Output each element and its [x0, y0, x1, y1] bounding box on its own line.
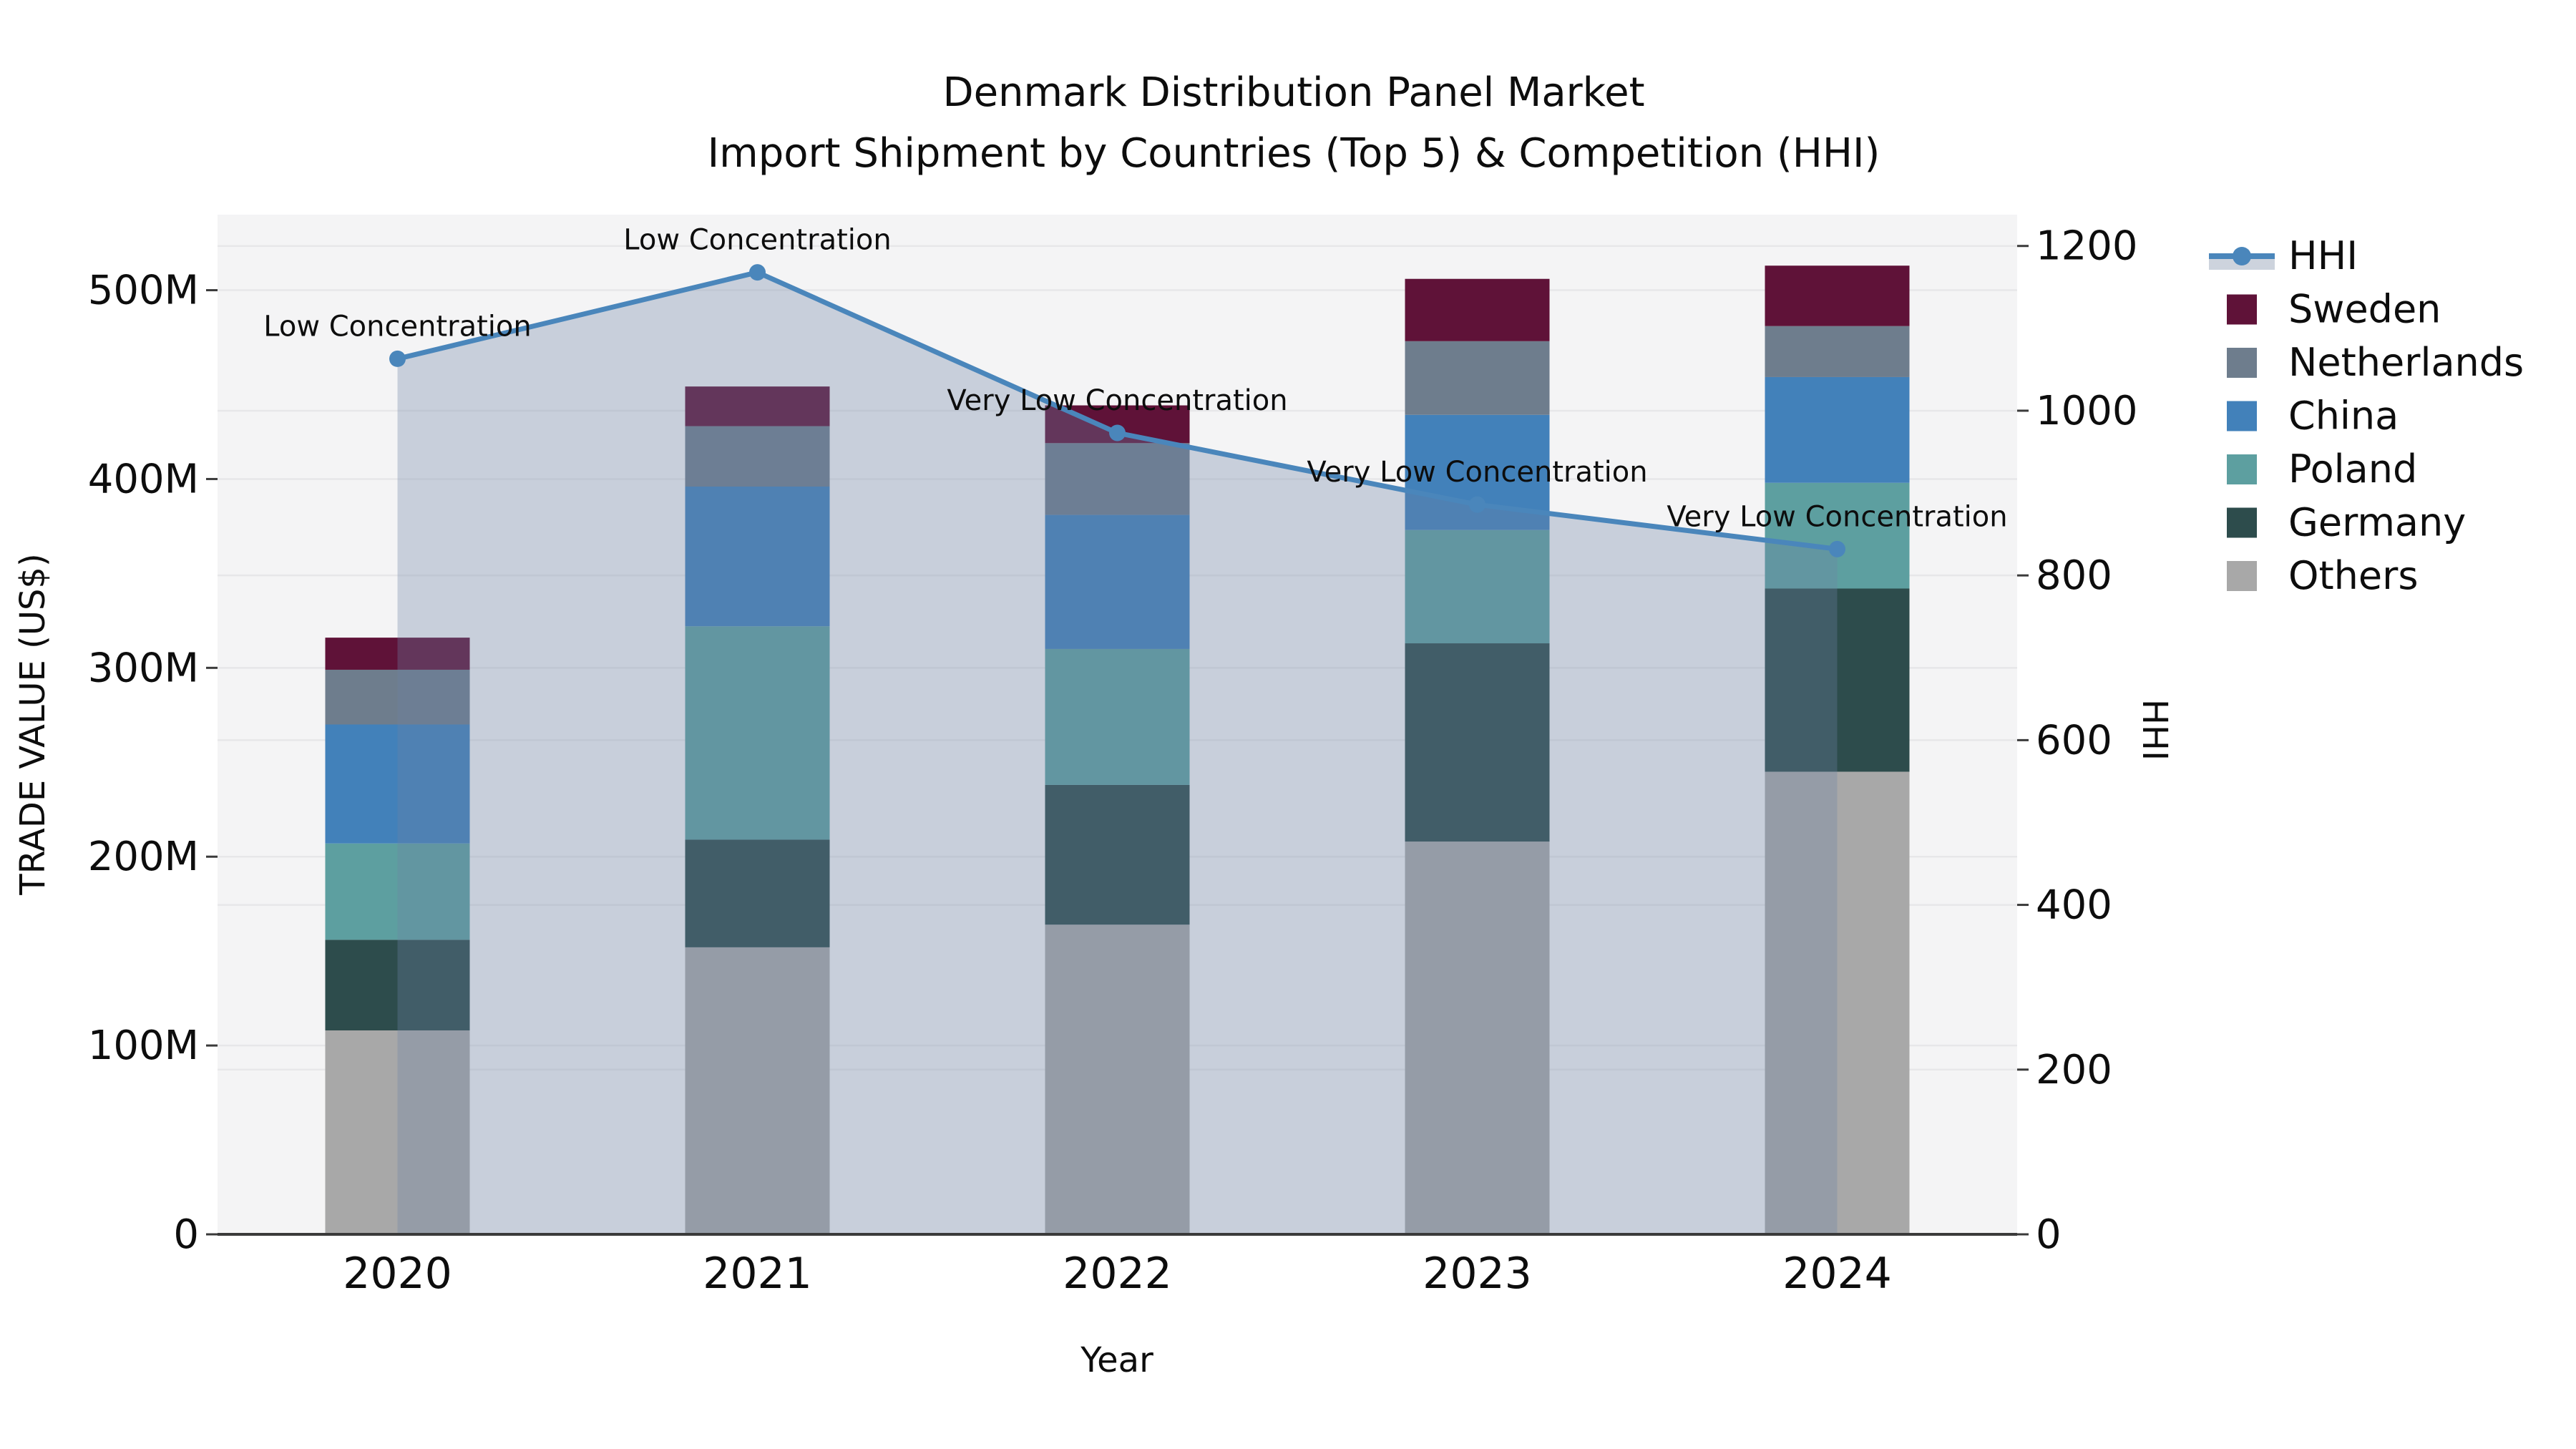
- bar-segment-germany-2020: [325, 940, 470, 1030]
- legend-label-hhi: HHI: [2288, 233, 2358, 278]
- legend-item-germany: Germany: [2227, 500, 2466, 545]
- legend-item-china: China: [2227, 394, 2399, 439]
- bar-segment-sweden-2021: [685, 386, 830, 426]
- legend-item-sweden: Sweden: [2227, 287, 2441, 332]
- bar-segment-netherlands-2024: [1765, 326, 1910, 377]
- legend-label-others: Others: [2288, 553, 2418, 598]
- bar-segment-sweden-2020: [325, 638, 470, 670]
- legend-swatch-poland: [2227, 454, 2257, 484]
- left-tick-label: 0: [173, 1211, 199, 1258]
- legend-layer: HHI Sweden Netherlands China Poland Germany Ot…: [2209, 233, 2524, 598]
- bar-segment-germany-2023: [1405, 643, 1550, 842]
- bar-segment-sweden-2024: [1765, 265, 1910, 326]
- x-tick-label-2022: 2022: [1063, 1249, 1172, 1299]
- bar-segment-others-2021: [685, 947, 830, 1234]
- legend-hhi-marker-swatch: [2233, 247, 2251, 265]
- left-tick-label: 300M: [88, 645, 199, 691]
- right-tick-label: 400: [2036, 882, 2112, 929]
- bar-segment-poland-2024: [1765, 482, 1910, 589]
- legend-label-germany: Germany: [2288, 500, 2466, 545]
- left-tick-label: 100M: [88, 1023, 199, 1069]
- bar-segment-germany-2024: [1765, 588, 1910, 772]
- bar-segment-china-2024: [1765, 376, 1910, 483]
- hhi-marker-2023: [1469, 496, 1485, 513]
- legend-item-hhi: HHI: [2209, 233, 2358, 278]
- legend-item-others: Others: [2227, 553, 2418, 598]
- hhi-annotation-2022: Very Low Concentration: [947, 384, 1287, 417]
- right-axis-title: HHI: [2135, 699, 2175, 761]
- bar-segment-sweden-2023: [1405, 278, 1550, 341]
- hhi-annotation-2024: Very Low Concentration: [1667, 500, 2007, 533]
- bar-segment-others-2023: [1405, 841, 1550, 1234]
- bar-segment-poland-2022: [1045, 648, 1190, 785]
- x-tick-label-2023: 2023: [1423, 1249, 1532, 1299]
- hhi-annotation-2020: Low Concentration: [263, 310, 531, 343]
- legend-swatch-netherlands: [2227, 348, 2257, 378]
- right-tick-label: 1000: [2036, 388, 2138, 434]
- bar-segment-others-2024: [1765, 771, 1910, 1234]
- bar-segment-poland-2021: [685, 626, 830, 840]
- right-tick-label: 800: [2036, 552, 2112, 599]
- hhi-annotation-2023: Very Low Concentration: [1307, 456, 1647, 489]
- legend-swatch-germany: [2227, 507, 2257, 538]
- legend-item-poland: Poland: [2227, 447, 2417, 492]
- bar-segment-china-2020: [325, 724, 470, 844]
- left-tick-label: 200M: [88, 834, 199, 880]
- left-tick-label: 400M: [88, 456, 199, 502]
- bar-segment-poland-2020: [325, 843, 470, 940]
- right-tick-label: 200: [2036, 1047, 2112, 1093]
- left-tick-label: 500M: [88, 268, 199, 314]
- legend-swatch-china: [2227, 401, 2257, 431]
- hhi-marker-2020: [389, 350, 406, 367]
- legend-swatch-sweden: [2227, 294, 2257, 325]
- bar-segment-china-2022: [1045, 514, 1190, 649]
- hhi-marker-2022: [1109, 424, 1126, 441]
- bar-segment-netherlands-2022: [1045, 443, 1190, 515]
- legend-label-netherlands: Netherlands: [2288, 340, 2524, 385]
- bar-segment-others-2020: [325, 1030, 470, 1234]
- right-tick-label: 600: [2036, 717, 2112, 763]
- x-axis-title: Year: [1080, 1340, 1153, 1380]
- chart-title-line1: Denmark Distribution Panel Market: [942, 69, 1644, 116]
- chart-title-line2: Import Shipment by Countries (Top 5) & C…: [708, 130, 1880, 177]
- right-tick-label: 1200: [2036, 223, 2138, 270]
- x-tick-label-2021: 2021: [703, 1249, 812, 1299]
- hhi-marker-2024: [1829, 540, 1845, 557]
- plot-layer: Low Concentration Low Concentration Very L…: [88, 215, 2138, 1299]
- bar-segment-poland-2023: [1405, 530, 1550, 644]
- legend-swatch-others: [2227, 561, 2257, 591]
- hhi-annotation-2021: Low Concentration: [623, 224, 891, 257]
- legend-label-sweden: Sweden: [2288, 287, 2441, 332]
- right-tick-label: 0: [2036, 1211, 2062, 1258]
- bar-segment-others-2022: [1045, 924, 1190, 1234]
- left-axis-title: TRADE VALUE (US$): [13, 553, 53, 895]
- bar-segment-china-2021: [685, 487, 830, 627]
- hhi-area: [397, 272, 1838, 1235]
- bar-segment-netherlands-2020: [325, 669, 470, 725]
- bar-segment-germany-2022: [1045, 784, 1190, 925]
- bar-segment-germany-2021: [685, 839, 830, 947]
- x-tick-label-2024: 2024: [1782, 1249, 1892, 1299]
- bar-segment-netherlands-2023: [1405, 341, 1550, 415]
- legend-item-netherlands: Netherlands: [2227, 340, 2524, 385]
- legend-label-china: China: [2288, 394, 2399, 439]
- hhi-marker-2021: [749, 264, 766, 281]
- legend-label-poland: Poland: [2288, 447, 2417, 492]
- bar-segment-netherlands-2021: [685, 426, 830, 487]
- x-tick-label-2020: 2020: [343, 1249, 452, 1299]
